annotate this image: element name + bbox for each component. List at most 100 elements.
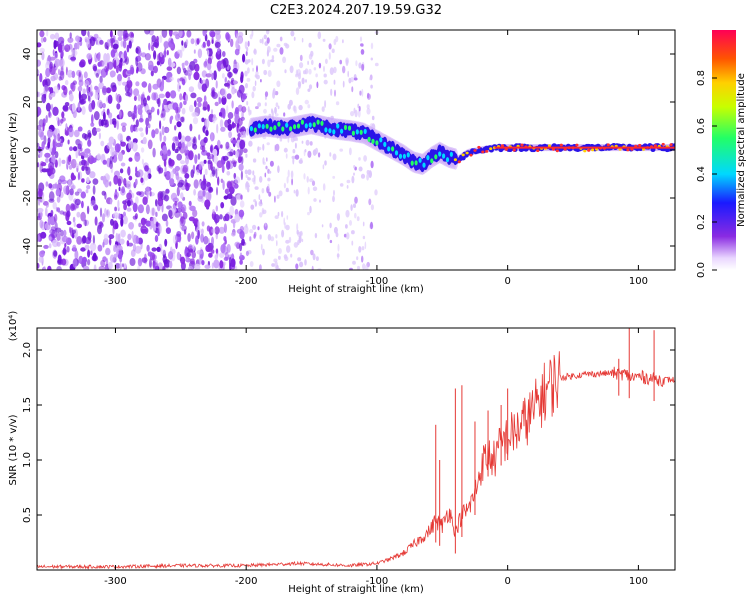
noise-speckle-light xyxy=(285,187,289,192)
noise-speckle xyxy=(89,36,96,47)
noise-speckle xyxy=(57,36,65,45)
noise-speckle xyxy=(52,145,57,154)
noise-speckle xyxy=(203,60,208,67)
noise-speckle xyxy=(98,132,101,140)
noise-speckle-light xyxy=(363,155,367,162)
noise-speckle-light xyxy=(315,73,318,78)
noise-speckle xyxy=(135,119,139,128)
noise-speckle-light xyxy=(274,261,278,269)
noise-speckle xyxy=(120,162,126,167)
noise-speckle xyxy=(226,160,231,170)
track-peak xyxy=(391,146,395,152)
noise-speckle xyxy=(140,228,148,233)
noise-speckle xyxy=(231,100,234,109)
noise-speckle-light xyxy=(277,211,280,217)
noise-speckle xyxy=(128,222,135,230)
track-peak xyxy=(406,152,410,158)
noise-speckle-light xyxy=(270,59,275,63)
noise-speckle xyxy=(184,135,191,142)
noise-speckle xyxy=(151,216,157,225)
colorbar-tick-label: 0.6 xyxy=(696,118,707,134)
noise-speckle xyxy=(69,146,73,151)
noise-speckle-light xyxy=(366,108,371,115)
noise-speckle xyxy=(180,192,184,200)
noise-speckle xyxy=(239,242,243,252)
noise-speckle xyxy=(211,36,214,44)
noise-speckle-light xyxy=(370,221,373,230)
noise-speckle xyxy=(47,128,53,138)
noise-speckle xyxy=(135,56,139,67)
noise-speckle xyxy=(43,36,47,43)
noise-speckle xyxy=(123,178,127,186)
noise-speckle xyxy=(61,111,65,119)
noise-speckle-light xyxy=(249,109,252,115)
heatmap-x-ticks: -300 -200 -100 0 100 xyxy=(104,30,648,287)
noise-speckle xyxy=(215,205,218,212)
noise-speckle xyxy=(203,95,207,103)
noise-speckle xyxy=(59,59,64,65)
noise-speckle-light xyxy=(307,150,312,158)
noise-speckle xyxy=(98,82,104,90)
noise-speckle xyxy=(78,150,81,157)
noise-speckle xyxy=(112,226,115,235)
noise-speckle xyxy=(147,139,153,150)
noise-speckle-light xyxy=(247,59,251,63)
noise-speckle-light xyxy=(346,179,351,184)
noise-speckle xyxy=(181,40,184,46)
noise-speckle-light xyxy=(336,213,340,221)
noise-speckle xyxy=(69,188,74,196)
noise-speckle-light xyxy=(346,185,349,189)
noise-speckle-light xyxy=(245,174,248,178)
noise-speckle xyxy=(160,190,167,201)
noise-speckle xyxy=(169,260,173,269)
noise-speckle xyxy=(179,93,183,101)
noise-speckle-light xyxy=(303,70,307,75)
noise-speckle xyxy=(156,35,159,43)
noise-speckle-light xyxy=(269,160,274,167)
noise-speckle xyxy=(132,142,138,152)
noise-speckle xyxy=(200,180,207,191)
noise-speckle xyxy=(37,142,40,148)
track-peak xyxy=(414,160,418,166)
noise-speckle xyxy=(95,128,101,132)
noise-speckle xyxy=(61,235,69,243)
noise-speckle xyxy=(45,115,48,123)
noise-speckle xyxy=(233,183,239,189)
noise-speckle xyxy=(190,258,195,265)
noise-speckle xyxy=(99,207,103,218)
noise-speckle xyxy=(44,83,49,92)
noise-speckle-light xyxy=(290,253,293,258)
noise-speckle xyxy=(117,73,122,82)
track-peak xyxy=(324,127,328,133)
noise-speckle xyxy=(130,124,134,133)
noise-speckle xyxy=(54,32,60,40)
noise-speckle xyxy=(158,93,165,99)
noise-speckle xyxy=(87,129,92,140)
noise-speckle xyxy=(82,88,86,95)
noise-speckle xyxy=(181,62,185,67)
noise-speckle-light xyxy=(354,196,358,204)
noise-speckle xyxy=(72,258,78,269)
noise-speckle xyxy=(197,153,201,160)
noise-speckle xyxy=(102,175,107,185)
noise-speckle xyxy=(183,100,187,106)
noise-speckle xyxy=(81,178,85,183)
noise-speckle-light xyxy=(345,232,350,240)
noise-speckle xyxy=(141,94,145,100)
noise-speckle-light xyxy=(299,62,304,69)
noise-speckle xyxy=(153,262,159,270)
noise-speckle xyxy=(89,90,94,96)
noise-speckle-light xyxy=(257,102,261,107)
noise-speckle xyxy=(211,166,216,175)
noise-speckle xyxy=(112,212,120,219)
track-peak xyxy=(257,123,261,129)
noise-speckle xyxy=(209,173,213,178)
noise-speckle xyxy=(85,189,89,194)
noise-speckle-light xyxy=(293,189,296,194)
noise-speckle xyxy=(118,62,123,72)
noise-speckle xyxy=(162,145,168,155)
noise-speckle xyxy=(75,35,80,42)
noise-speckle-light xyxy=(306,176,309,183)
snr-y-multiplier: (x10⁴) xyxy=(8,311,19,342)
noise-speckle xyxy=(66,210,71,218)
